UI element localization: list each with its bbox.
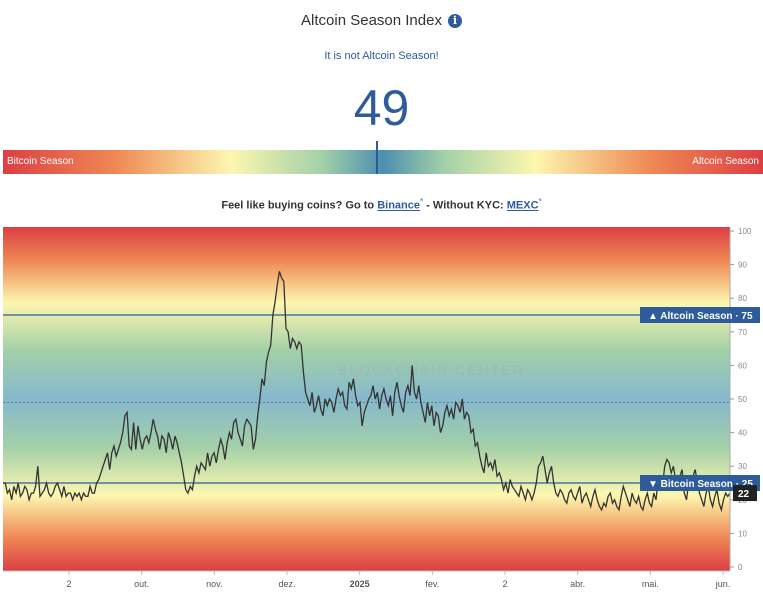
y-tick-label: 70 xyxy=(738,328,747,337)
reference-tag-label: ▲ Altcoin Season · 75 xyxy=(648,311,753,322)
reference-tag-label: ▼ Bitcoin Season · 25 xyxy=(648,479,753,490)
page-title-row: Altcoin Season Index i xyxy=(0,12,763,29)
x-tick-label: jun. xyxy=(715,579,731,589)
series-line xyxy=(3,271,731,513)
x-tick-label: mai. xyxy=(642,579,659,589)
x-tick-label: 2 xyxy=(502,579,507,589)
x-tick-label: 2 xyxy=(66,579,71,589)
current-value-tag: 22 xyxy=(733,485,757,502)
y-tick-label: 50 xyxy=(738,395,747,404)
mexc-asterisk: * xyxy=(538,197,542,206)
mexc-link[interactable]: MEXC xyxy=(506,199,539,212)
binance-asterisk: * xyxy=(420,197,424,206)
y-tick-label: 90 xyxy=(738,261,747,270)
y-tick-label: 40 xyxy=(738,429,747,438)
y-tick-label: 100 xyxy=(738,227,752,236)
x-tick-label: 2025 xyxy=(350,579,370,589)
reference-tag-box xyxy=(640,307,760,323)
current-value-label: 22 xyxy=(738,489,750,500)
y-tick-label: 30 xyxy=(738,462,747,471)
promo-line: Feel like buying coins? Go to Binance* -… xyxy=(0,197,763,212)
reference-tag: ▼ Bitcoin Season · 25 xyxy=(640,475,760,491)
current-value-box xyxy=(733,485,757,502)
promo-prefix: Feel like buying coins? Go to xyxy=(221,199,375,212)
x-tick-label: fev. xyxy=(425,579,439,589)
plot-background xyxy=(3,227,730,571)
x-tick-label: abr. xyxy=(570,579,585,589)
x-tick-label: dez. xyxy=(278,579,295,589)
reference-tag-box xyxy=(640,475,760,491)
x-tick-label: out. xyxy=(134,579,149,589)
index-marker xyxy=(376,141,378,174)
chart-watermark: BLOCKCHAIN CENTER xyxy=(338,362,524,378)
info-icon[interactable]: i xyxy=(447,14,462,28)
bitcoin-season-label: Bitcoin Season xyxy=(7,156,74,167)
y-tick-label: 10 xyxy=(738,529,747,538)
reference-tag: ▲ Altcoin Season · 75 xyxy=(640,307,760,323)
binance-link[interactable]: Binance xyxy=(377,199,420,212)
y-tick-label: 0 xyxy=(738,563,743,572)
y-tick-label: 80 xyxy=(738,294,747,303)
promo-middle: - Without KYC: xyxy=(426,199,504,212)
altcoin-season-chart: BLOCKCHAIN CENTER 0102030405060708090100… xyxy=(3,227,760,589)
altcoin-season-label: Altcoin Season xyxy=(692,156,759,167)
season-status-text: It is not Altcoin Season! xyxy=(324,50,439,62)
season-gradient-bar: Bitcoin Season Altcoin Season xyxy=(3,150,763,174)
index-value: 49 xyxy=(353,80,410,136)
y-tick-label: 60 xyxy=(738,361,747,370)
x-tick-label: nov. xyxy=(206,579,222,589)
page-title: Altcoin Season Index xyxy=(301,12,442,29)
